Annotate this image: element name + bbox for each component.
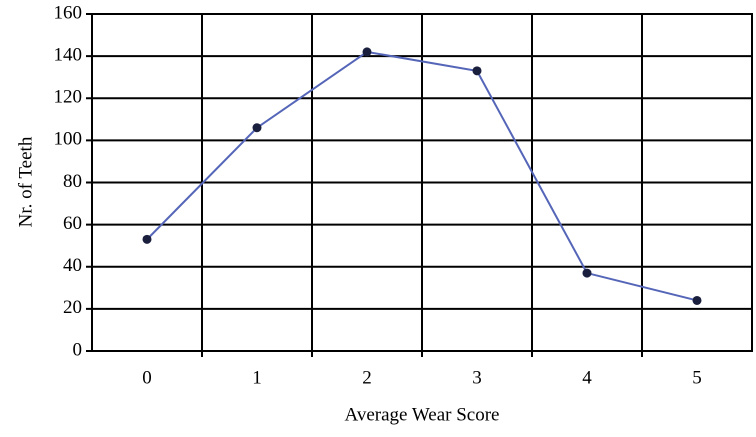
x-tick-label: 2 xyxy=(362,367,372,388)
data-point xyxy=(252,123,262,133)
data-point xyxy=(362,47,372,57)
y-tick-label: 40 xyxy=(63,255,82,276)
x-tick-label: 1 xyxy=(252,367,262,388)
data-point xyxy=(582,268,592,278)
x-tick-label: 0 xyxy=(142,367,152,388)
y-tick-label: 160 xyxy=(54,2,83,23)
y-axis-label: Nr. of Teeth xyxy=(15,136,36,227)
y-tick-label: 140 xyxy=(54,44,83,65)
data-point xyxy=(692,295,702,305)
y-tick-label: 80 xyxy=(63,171,82,192)
x-tick-label: 3 xyxy=(472,367,482,388)
y-tick-label: 0 xyxy=(73,339,83,360)
data-point xyxy=(142,234,152,244)
y-tick-label: 60 xyxy=(63,213,82,234)
data-line xyxy=(146,50,698,302)
data-point xyxy=(472,66,482,76)
y-tick-label: 100 xyxy=(54,129,83,150)
y-tick-label: 20 xyxy=(63,297,82,318)
x-tick-label: 5 xyxy=(692,367,702,388)
y-tick-label: 120 xyxy=(54,87,83,108)
x-tick-label: 4 xyxy=(582,367,592,388)
x-axis-label: Average Wear Score xyxy=(345,404,500,425)
